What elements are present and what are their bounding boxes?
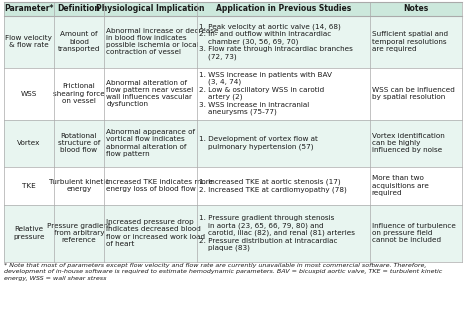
Bar — [4, 68, 462, 120]
Text: Sufficient spatial and
temporal resolutions
are required: Sufficient spatial and temporal resoluti… — [372, 31, 448, 52]
Text: 1. Peak velocity at aortic valve (14, 68)
2. In- and outflow within intracardiac: 1. Peak velocity at aortic valve (14, 68… — [199, 23, 353, 60]
Bar — [4, 16, 462, 68]
Text: Turbulent kinetic
energy: Turbulent kinetic energy — [49, 179, 109, 192]
Text: 1. Pressure gradient through stenosis
    in aorta (23, 65, 66, 79, 80) and
    : 1. Pressure gradient through stenosis in… — [199, 215, 355, 251]
Text: Frictional
shearing force
on vessel: Frictional shearing force on vessel — [53, 83, 105, 104]
Text: Application in Previous Studies: Application in Previous Studies — [216, 4, 351, 13]
Text: TKE: TKE — [22, 182, 36, 189]
Text: Notes: Notes — [403, 4, 428, 13]
Text: Definition: Definition — [57, 4, 100, 13]
Text: 1. Increased TKE at aortic stenosis (17)
2. Increased TKE at cardiomyopathy (78): 1. Increased TKE at aortic stenosis (17)… — [199, 179, 346, 193]
Text: Amount of
blood
transported: Amount of blood transported — [58, 31, 100, 52]
Text: Vortex: Vortex — [17, 140, 40, 146]
Text: 1. WSS increase in patients with BAV
    (3, 4, 74)
2. Low & oscillatory WSS in : 1. WSS increase in patients with BAV (3,… — [199, 72, 332, 116]
Text: Parameter*: Parameter* — [4, 4, 54, 13]
Text: Abnormal alteration of
flow pattern near vessel
wall influences vascular
dysfunc: Abnormal alteration of flow pattern near… — [106, 80, 193, 108]
Bar — [4, 120, 462, 167]
Text: Abnormal increase or decrease
in blood flow indicates
possible ischemia or local: Abnormal increase or decrease in blood f… — [106, 28, 219, 56]
Text: Flow velocity
& flow rate: Flow velocity & flow rate — [5, 35, 52, 48]
Text: Increased TKE indicates more
energy loss of blood flow: Increased TKE indicates more energy loss… — [106, 179, 213, 192]
Text: 1. Development of vortex flow at
    pulmonary hypertension (57): 1. Development of vortex flow at pulmona… — [199, 136, 318, 150]
Bar — [4, 167, 462, 204]
Text: Abnormal appearance of
vortical flow indicates
abnormal alteration of
flow patte: Abnormal appearance of vortical flow ind… — [106, 129, 195, 157]
Text: More than two
acquisitions are
required: More than two acquisitions are required — [372, 175, 428, 196]
Text: WSS: WSS — [20, 91, 37, 97]
Bar — [4, 204, 462, 262]
Text: WSS can be influenced
by spatial resolution: WSS can be influenced by spatial resolut… — [372, 87, 455, 100]
Text: * Note that most of parameters except flow velocity and flow rate are currently : * Note that most of parameters except fl… — [4, 263, 442, 281]
Text: Physiological Implication: Physiological Implication — [96, 4, 205, 13]
Text: Relative
pressure: Relative pressure — [13, 226, 45, 240]
Text: Rotational
structure of
blood flow: Rotational structure of blood flow — [58, 133, 100, 153]
Text: Vortex identification
can be highly
influenced by noise: Vortex identification can be highly infl… — [372, 133, 444, 153]
Bar — [4, 2, 462, 16]
Text: Pressure gradient
from arbitrary
reference: Pressure gradient from arbitrary referen… — [47, 223, 111, 243]
Text: Influence of turbulence
on pressure field
cannot be included: Influence of turbulence on pressure fiel… — [372, 223, 456, 243]
Text: Increased pressure drop
indicates decreased blood
flow or increased work load
of: Increased pressure drop indicates decrea… — [106, 219, 205, 247]
